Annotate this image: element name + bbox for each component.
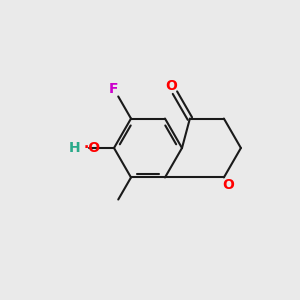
Text: O: O: [223, 178, 234, 192]
Text: H: H: [69, 141, 80, 155]
Text: ·O: ·O: [83, 141, 100, 155]
Text: O: O: [165, 79, 177, 93]
Text: F: F: [109, 82, 118, 96]
